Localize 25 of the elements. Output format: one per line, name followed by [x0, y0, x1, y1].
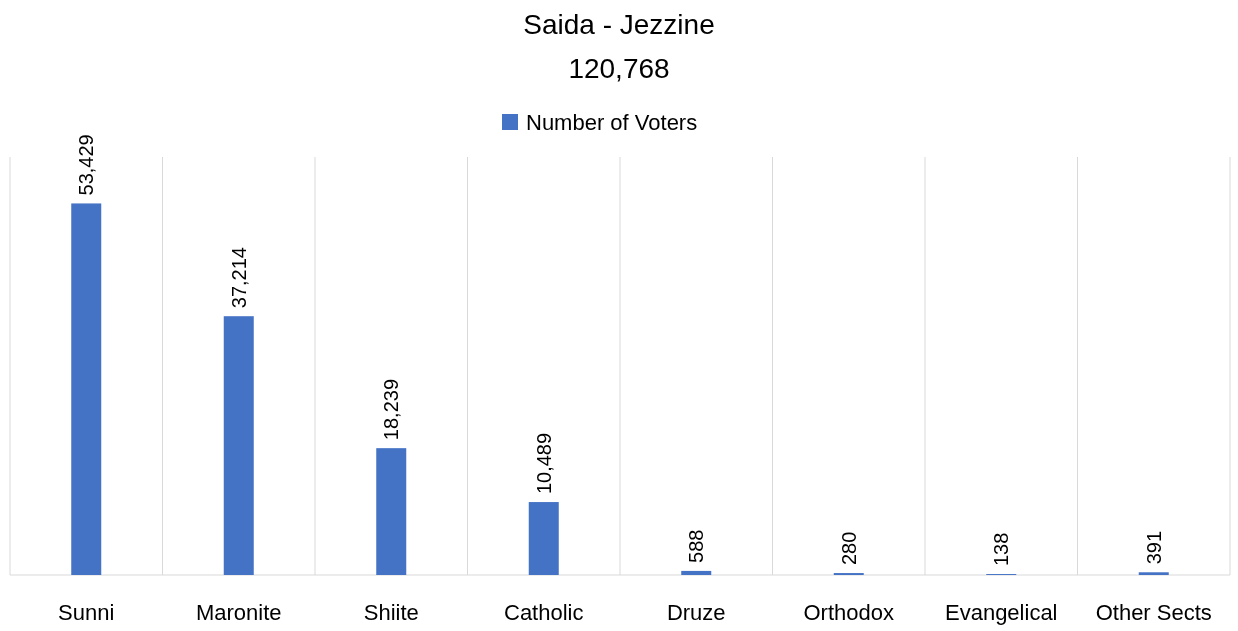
data-label: 18,239 [380, 378, 403, 441]
bar [223, 316, 254, 575]
bar [1138, 572, 1169, 575]
data-label: 280 [837, 531, 860, 566]
x-tick-label: Catholic [504, 600, 584, 625]
x-tick-label: Druze [666, 600, 726, 625]
data-label: 588 [685, 529, 708, 563]
chart-title: Saida - Jezzine [523, 9, 715, 40]
x-tick-label: Sunni [58, 600, 115, 625]
data-label: 10,489 [532, 432, 555, 495]
legend-label: Number of Voters [526, 110, 698, 135]
data-label: 37,214 [227, 247, 250, 309]
data-label: 138 [990, 532, 1013, 567]
x-tick-label: Evangelical [944, 600, 1058, 625]
x-tick-label: Maronite [195, 600, 282, 625]
bar [528, 502, 559, 575]
data-label: 391 [1142, 530, 1165, 565]
bar [71, 203, 102, 575]
x-tick-label: Orthodox [803, 600, 894, 625]
chart-subtitle: 120,768 [568, 53, 670, 84]
bar [376, 448, 407, 575]
x-tick-label: Other Sects [1095, 600, 1212, 625]
x-tick-label: Shiite [363, 600, 419, 625]
data-label: 53,429 [75, 134, 98, 196]
bar [681, 570, 712, 575]
